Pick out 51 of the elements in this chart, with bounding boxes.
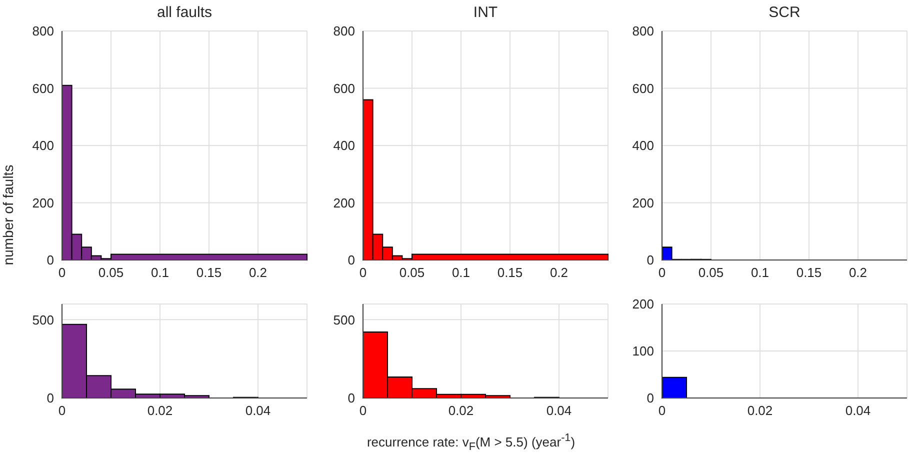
y-tick-label: 500 (333, 312, 355, 328)
y-tick-label: 200 (632, 296, 654, 312)
y-tick-label: 0 (646, 252, 654, 268)
y-tick-label: 0 (348, 390, 355, 406)
x-tick-label: 0.05 (98, 265, 124, 280)
y-tick-label: 400 (32, 138, 54, 154)
x-tick-label: 0.1 (150, 265, 170, 280)
y-tick-label: 400 (632, 138, 654, 154)
x-tick-label: 0.02 (448, 403, 474, 418)
x-tick-label: 0.02 (147, 403, 173, 418)
y-tick-label: 200 (632, 195, 654, 210)
y-tick-label: 500 (32, 312, 54, 328)
x-tick-label: 0 (58, 403, 66, 418)
y-tick-label: 800 (333, 24, 355, 39)
x-tick-label: 0.2 (550, 265, 568, 280)
y-tick-label: 200 (32, 195, 54, 210)
x-tick-label: 0.1 (452, 265, 470, 280)
x-tick-label: 0.05 (698, 265, 724, 280)
x-tick-label: 0.15 (796, 265, 822, 280)
y-tick-label: 800 (32, 24, 54, 39)
x-tick-label: 0 (658, 265, 666, 280)
y-tick-label: 400 (333, 138, 355, 154)
x-tick-label: 0.15 (497, 265, 523, 280)
x-tick-label: 0 (658, 403, 666, 418)
y-tick-label: 800 (632, 24, 654, 39)
x-tick-label: 0.04 (245, 403, 271, 418)
y-axis-title: number of faults (0, 164, 16, 266)
x-tick-label: 0 (359, 403, 367, 418)
y-tick-label: 0 (646, 390, 654, 406)
y-tick-label: 600 (632, 80, 654, 96)
x-tick-label: 0 (58, 265, 66, 280)
x-tick-label: 0.1 (750, 265, 770, 280)
y-tick-label: 0 (348, 252, 355, 268)
chart-title: all faults (156, 4, 214, 21)
x-tick-label: 0.05 (399, 265, 425, 280)
x-tick-label: 0.04 (546, 403, 572, 418)
chart-title: INT (472, 4, 499, 21)
y-tick-label: 0 (46, 390, 54, 406)
x-tick-label: 0.2 (248, 265, 268, 280)
x-axis-title: recurrence rate: v$_{F}$(M > 5.5) (year$^{-1}$) (366, 432, 576, 453)
x-tick-label: 0 (359, 265, 367, 280)
y-tick-label: 100 (632, 344, 654, 359)
y-tick-label: 600 (32, 80, 54, 96)
x-tick-label: 0.02 (747, 403, 773, 418)
y-tick-label: 200 (333, 195, 355, 210)
x-tick-label: 0.15 (196, 265, 222, 280)
y-tick-label: 600 (333, 80, 355, 96)
chart-title: SCR (768, 4, 802, 21)
y-tick-label: 0 (46, 252, 54, 268)
x-tick-label: 0.04 (845, 403, 871, 418)
x-tick-label: 0.2 (848, 265, 868, 280)
